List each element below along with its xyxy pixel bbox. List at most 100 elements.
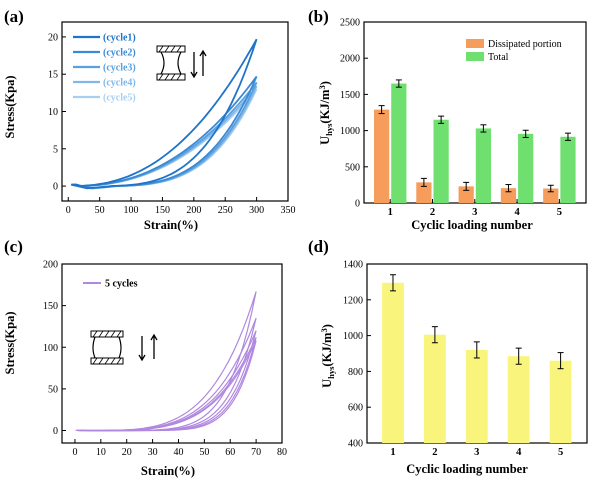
- panel-a-xtick-label: 350: [281, 205, 296, 216]
- panel-b-bar: [373, 109, 390, 203]
- panel-a-legend-label: (cycle5): [103, 93, 136, 104]
- panel-c-legend: 5 cycles: [83, 279, 138, 290]
- panel-a-xlabel: Strain(%): [144, 218, 198, 232]
- panel-b-ytick-label: 1000: [340, 126, 360, 137]
- panel-b-xtick-label: 2: [430, 207, 435, 218]
- panel-d-bar: [549, 360, 572, 443]
- panel-c-xtick-label: 20: [122, 447, 132, 458]
- panel-b-legend-swatch: [466, 39, 484, 48]
- panel-b-bar: [560, 136, 576, 203]
- panel-c-ylabel: Stress(Kpa): [3, 312, 17, 375]
- panel-a-curve: [70, 38, 258, 190]
- panel-c-ytick-label: 200: [43, 260, 58, 271]
- panel-c-sample-inset: [90, 330, 158, 365]
- panel-d: (d) 1 2 3 4 5 400 600 800 1000 1200 1400 Cyclic lo…: [308, 237, 588, 476]
- panel-a-label: (a): [4, 7, 24, 26]
- panel-b-ytick-label: 1500: [340, 90, 360, 101]
- panel-b-xtick-label: 5: [557, 207, 562, 218]
- panel-c-curve: [80, 340, 257, 432]
- panel-d-xlabel: Cyclic loading number: [406, 462, 528, 476]
- panel-d-xtick-label: 4: [516, 447, 522, 458]
- panel-a-axes: 0 50 100 150 200 250 300 350 0 5 10 15 20: [48, 21, 296, 216]
- panel-a-ytick-label: 10: [48, 107, 58, 118]
- panel-b-xtick-label: 1: [388, 207, 393, 218]
- panel-b-legend-swatch: [466, 52, 484, 61]
- panel-a-curves: [70, 38, 258, 190]
- panel-c-xtick-label: 40: [173, 447, 183, 458]
- panel-d-ytick-label: 800: [348, 367, 363, 378]
- panel-d-bar: [465, 349, 488, 443]
- panel-d-bars: [382, 274, 572, 443]
- panel-a-sample-inset: [156, 45, 207, 81]
- panel-c-curve: [77, 330, 257, 432]
- panel-a-ytick-label: 5: [53, 144, 58, 155]
- panel-b-axes: 1 2 3 4 5 0 500 1000 1500 2000 2500: [340, 18, 587, 218]
- panel-d-ytick-label: 1400: [343, 260, 363, 271]
- panel-b-bar: [518, 133, 534, 203]
- panel-d-bar: [507, 356, 530, 443]
- panel-a-ylabel: Stress(Kpa): [3, 76, 17, 139]
- panel-b-xlabel: Cyclic loading number: [411, 218, 533, 232]
- panel-a-curve: [71, 75, 258, 190]
- panel-a-xtick-label: 0: [66, 205, 71, 216]
- panel-b-ytick-label: 2000: [340, 54, 360, 65]
- panel-d-ytick-label: 1000: [343, 331, 363, 342]
- panel-c-label: (c): [4, 237, 23, 256]
- panel-d-bar: [423, 334, 446, 443]
- panel-c-xtick-label: 10: [96, 447, 106, 458]
- panel-c-xtick-label: 50: [199, 447, 209, 458]
- panel-c-xtick-label: 70: [251, 447, 261, 458]
- panel-b-bar: [433, 119, 449, 203]
- panel-a-ytick-label: 20: [48, 32, 58, 43]
- panel-b-bar: [475, 128, 492, 203]
- panel-c-legend-label: 5 cycles: [105, 279, 138, 290]
- panel-a-legend-label: (cycle1): [103, 33, 136, 44]
- panel-b-bar: [500, 188, 517, 203]
- panel-b-ytick-label: 0: [355, 199, 360, 210]
- panel-b-legend-label: Total: [488, 52, 509, 63]
- panel-a-xtick-label: 50: [95, 205, 105, 216]
- panel-c-ytick-label: 150: [43, 301, 58, 312]
- panel-d-bar: [382, 282, 404, 443]
- panel-b-bar: [458, 186, 474, 203]
- panel-a-legend-label: (cycle3): [103, 63, 136, 74]
- panel-b-label: (b): [308, 7, 329, 26]
- panel-a-legend: (cycle1) (cycle2) (cycle3) (cycle4) (cycle5): [73, 33, 136, 104]
- panel-c-curve: [79, 337, 257, 432]
- panel-b-legend: Dissipated portion Total: [466, 39, 562, 63]
- panel-b-ylabel: Uhys(KJ/m3): [317, 81, 334, 145]
- panel-d-ytick-label: 600: [348, 403, 363, 414]
- panel-b: (b) 1 2 3 4 5 0 500 1000 1500 2000 2500 Dissipated…: [308, 7, 587, 232]
- panel-c-curves: [75, 291, 257, 432]
- panel-c-xtick-label: 0: [72, 447, 77, 458]
- panel-c-xtick-label: 60: [225, 447, 235, 458]
- panel-d-label: (d): [308, 237, 329, 256]
- panel-a-curve: [72, 88, 258, 190]
- panel-b-ytick-label: 500: [345, 162, 360, 173]
- panel-a-xtick-label: 150: [155, 205, 170, 216]
- panel-c: (c) 0 10 20 30 40 50 60 70 80 0 50 100 150 200 5 cycl…: [3, 237, 287, 478]
- panel-d-xtick-label: 3: [474, 447, 479, 458]
- panel-b-bar: [543, 188, 559, 203]
- panel-a-ytick-label: 15: [48, 70, 58, 81]
- panel-a-xtick-label: 250: [218, 205, 233, 216]
- panel-d-xtick-label: 5: [558, 447, 563, 458]
- panel-b-ytick-label: 2500: [340, 18, 360, 29]
- panel-c-axes: 0 10 20 30 40 50 60 70 80 0 50 100 150 200: [43, 260, 287, 459]
- panel-d-ytick-label: 400: [348, 439, 363, 450]
- panel-b-xtick-label: 4: [514, 207, 520, 218]
- panel-a: (a) 0 50 100 150 200 250 300 350 0 5 10 15 20 (cycle…: [3, 7, 296, 232]
- panel-c-frame: [61, 263, 283, 444]
- panel-d-ylabel: Uhys(KJ/m3): [319, 324, 336, 388]
- panel-b-legend-label: Dissipated portion: [488, 39, 562, 50]
- panel-b-bar: [391, 83, 407, 203]
- panel-c-xtick-label: 80: [277, 447, 287, 458]
- panel-a-xtick-label: 200: [186, 205, 201, 216]
- panel-a-legend-label: (cycle2): [103, 48, 136, 59]
- panel-c-ytick-label: 0: [53, 426, 58, 437]
- panel-a-xtick-label: 300: [249, 205, 264, 216]
- panel-a-ytick-label: 0: [53, 182, 58, 193]
- panel-b-bars: [373, 79, 576, 203]
- panel-c-xtick-label: 30: [148, 447, 158, 458]
